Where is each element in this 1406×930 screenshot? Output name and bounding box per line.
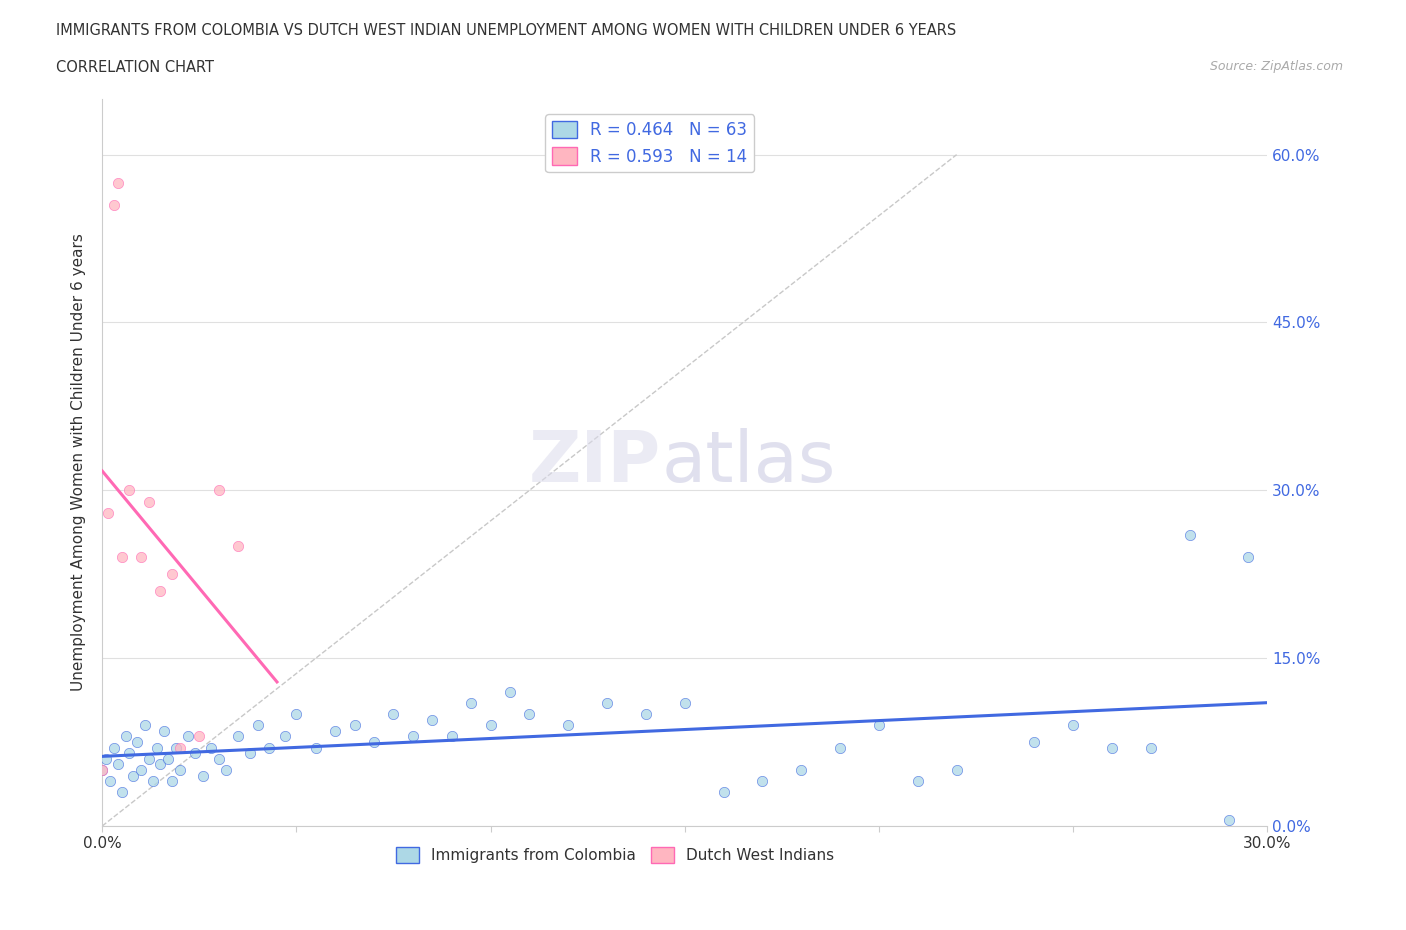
Point: [1024, 735, 1046, 750]
Point: [208, 751, 231, 766]
Point: [138, 751, 160, 766]
Text: ZIP: ZIP: [529, 428, 661, 497]
Point: [200, 740, 222, 755]
Point: [226, 729, 249, 744]
Point: [118, 483, 141, 498]
Point: [91, 763, 114, 777]
Point: [184, 746, 207, 761]
Point: [134, 718, 156, 733]
Text: atlas: atlas: [661, 428, 835, 497]
Point: [1062, 718, 1084, 733]
Point: [169, 740, 191, 755]
Point: [103, 197, 125, 212]
Point: [114, 729, 136, 744]
Point: [107, 175, 129, 190]
Point: [1101, 740, 1123, 755]
Point: [226, 538, 249, 553]
Point: [382, 707, 405, 722]
Point: [111, 550, 134, 565]
Point: [145, 740, 167, 755]
Text: Source: ZipAtlas.com: Source: ZipAtlas.com: [1209, 60, 1343, 73]
Point: [285, 707, 308, 722]
Point: [129, 550, 152, 565]
Point: [790, 763, 813, 777]
Point: [557, 718, 579, 733]
Point: [751, 774, 773, 789]
Point: [907, 774, 929, 789]
Text: IMMIGRANTS FROM COLOMBIA VS DUTCH WEST INDIAN UNEMPLOYMENT AMONG WOMEN WITH CHIL: IMMIGRANTS FROM COLOMBIA VS DUTCH WEST I…: [56, 23, 956, 38]
Point: [1178, 527, 1201, 542]
Point: [323, 724, 346, 738]
Point: [149, 757, 172, 772]
Point: [97, 505, 120, 520]
Point: [169, 763, 191, 777]
Point: [713, 785, 735, 800]
Point: [215, 763, 238, 777]
Point: [673, 696, 696, 711]
Point: [1140, 740, 1163, 755]
Point: [257, 740, 280, 755]
Point: [479, 718, 502, 733]
Point: [208, 483, 231, 498]
Text: CORRELATION CHART: CORRELATION CHART: [56, 60, 214, 75]
Point: [138, 494, 160, 509]
Point: [127, 735, 149, 750]
Point: [634, 707, 657, 722]
Legend: Immigrants from Colombia, Dutch West Indians: Immigrants from Colombia, Dutch West Ind…: [389, 841, 841, 870]
Point: [420, 712, 443, 727]
Point: [107, 757, 129, 772]
Point: [343, 718, 366, 733]
Point: [402, 729, 425, 744]
Point: [111, 785, 134, 800]
Point: [91, 763, 114, 777]
Point: [149, 584, 172, 599]
Point: [160, 566, 183, 581]
Point: [193, 768, 215, 783]
Point: [1218, 813, 1240, 828]
Point: [160, 774, 183, 789]
Point: [596, 696, 619, 711]
Point: [122, 768, 145, 783]
Point: [118, 746, 141, 761]
Point: [157, 751, 180, 766]
Point: [94, 751, 117, 766]
Point: [176, 729, 198, 744]
Point: [246, 718, 269, 733]
Point: [103, 740, 125, 755]
Point: [142, 774, 165, 789]
Point: [153, 724, 176, 738]
Point: [945, 763, 967, 777]
Point: [239, 746, 262, 761]
Point: [363, 735, 385, 750]
Point: [188, 729, 211, 744]
Point: [440, 729, 463, 744]
Point: [830, 740, 852, 755]
Point: [98, 774, 121, 789]
Point: [165, 740, 187, 755]
Point: [129, 763, 152, 777]
Y-axis label: Unemployment Among Women with Children Under 6 years: Unemployment Among Women with Children U…: [72, 233, 86, 691]
Point: [305, 740, 328, 755]
Point: [868, 718, 890, 733]
Point: [519, 707, 541, 722]
Point: [499, 684, 522, 699]
Point: [460, 696, 482, 711]
Point: [274, 729, 297, 744]
Point: [1237, 550, 1260, 565]
